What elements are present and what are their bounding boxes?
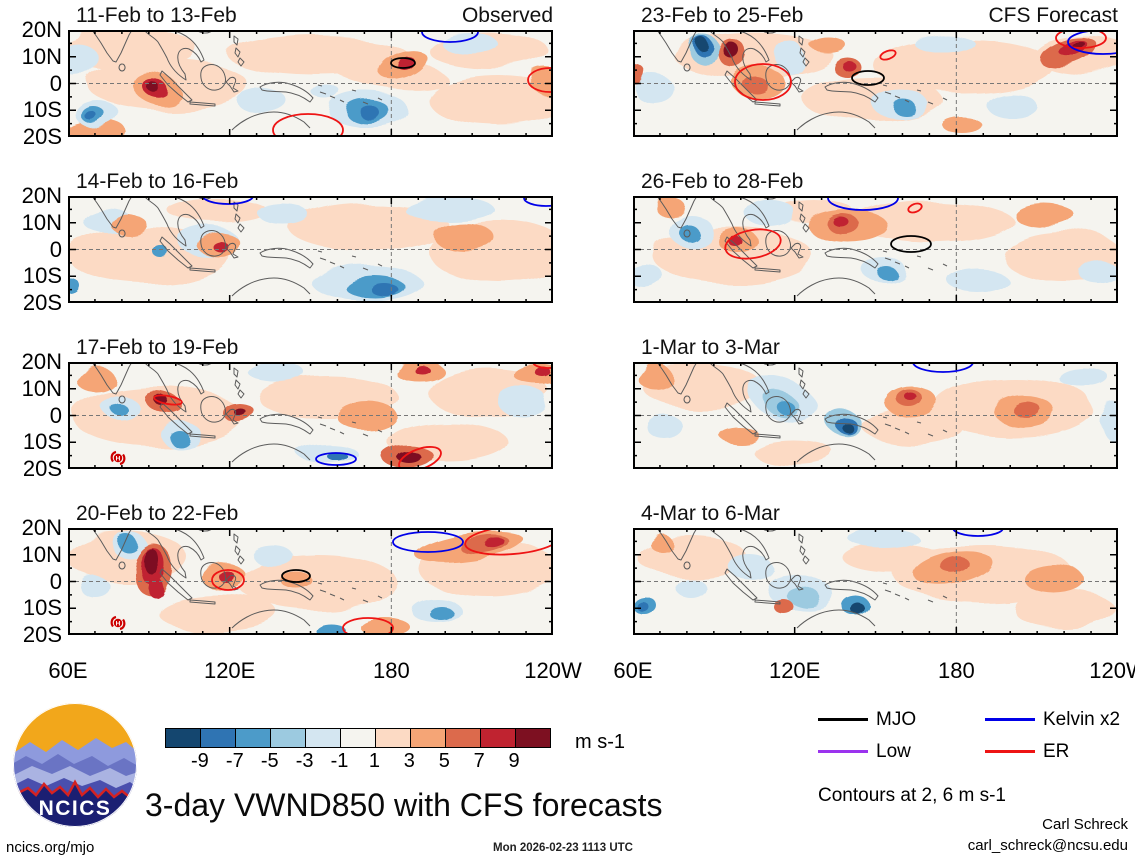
x-axis-label: 180 (372, 658, 410, 683)
y-axis-label: 10S (22, 97, 62, 123)
colorbar-tick: 3 (403, 750, 415, 772)
map-panel: H (68, 528, 553, 635)
colorbar-tick: 7 (473, 750, 485, 772)
panel-title: 26-Feb to 28-Feb (641, 170, 804, 193)
colorbar-segment (376, 729, 411, 747)
y-axis-label: 0 (49, 568, 62, 594)
legend-label: MJO (876, 709, 917, 730)
y-axis-label: 10N (21, 43, 62, 69)
panel-title: 11-Feb to 13-Feb (76, 4, 237, 27)
x-axis-label: 120E (768, 658, 821, 683)
legend-line-kelvin-x2 (985, 718, 1035, 721)
y-axis-label: 0 (49, 236, 62, 262)
y-axis-label: 0 (49, 402, 62, 428)
colorbar-tick: -3 (295, 750, 314, 772)
y-axis-label: 20S (22, 456, 62, 481)
y-axis-label: 20N (21, 515, 62, 540)
map-panel (633, 528, 1118, 635)
map-panel (633, 30, 1118, 137)
map-panel: H (68, 362, 553, 469)
contour-note: Contours at 2, 6 m s-1 (818, 785, 1006, 806)
y-axis-label: 20N (21, 17, 62, 42)
x-axis-label: 120W (1089, 658, 1135, 683)
svg-text:H: H (116, 620, 121, 627)
legend-label: Kelvin x2 (1043, 709, 1121, 730)
colorbar-tick: -1 (330, 750, 349, 772)
panel-title: 17-Feb to 19-Feb (76, 336, 239, 359)
column-header: Observed (461, 4, 553, 27)
colorbar-segment (306, 729, 341, 747)
colorbar-tick: 9 (508, 750, 520, 772)
map-panel (633, 362, 1118, 469)
y-axis-label: 10S (22, 429, 62, 455)
panel-title: 14-Feb to 16-Feb (76, 170, 239, 193)
colorbar-segment (236, 729, 271, 747)
map-panel (633, 196, 1118, 303)
colorbar-tick: 1 (368, 750, 381, 772)
y-axis-label: 20N (21, 183, 62, 208)
legend-line-low (818, 750, 868, 753)
legend-label: ER (1043, 741, 1070, 762)
y-axis-label: 20N (21, 349, 62, 374)
colorbar-segment (341, 729, 376, 747)
colorbar-segment (481, 729, 516, 747)
map-panel (68, 196, 553, 303)
x-axis-label: 180 (937, 658, 975, 683)
colorbar (165, 728, 551, 748)
colorbar-tick: -7 (225, 750, 244, 772)
panel-title: 23-Feb to 25-Feb (641, 4, 804, 27)
colorbar-tick: -5 (260, 750, 279, 772)
legend-line-mjo (818, 718, 868, 721)
y-axis-label: 10S (22, 595, 62, 621)
colorbar-segment (166, 729, 201, 747)
colorbar-tick: -9 (191, 750, 209, 772)
x-axis-label: 60E (613, 658, 653, 683)
x-axis-label: 60E (48, 658, 88, 683)
y-axis-label: 0 (49, 70, 62, 96)
colorbar-segment (516, 729, 550, 747)
colorbar-segment (271, 729, 306, 747)
ncics-logo: NCICS (13, 703, 137, 827)
map-panel (68, 30, 553, 137)
colorbar-segment (411, 729, 446, 747)
panel-title: 1-Mar to 3-Mar (641, 336, 780, 359)
logo-ridge-line (13, 779, 137, 801)
y-axis-label: 20S (22, 124, 62, 149)
colorbar-segment (446, 729, 481, 747)
y-axis-label: 10N (21, 541, 62, 567)
figure-title: 3-day VWND850 with CFS forecasts (145, 787, 663, 823)
footer-timestamp: Mon 2026-02-23 1113 UTC (493, 842, 633, 854)
colorbar-tick: 5 (438, 750, 450, 772)
credit-name: Carl Schreck (1042, 816, 1128, 833)
logo-text: NCICS (39, 797, 112, 820)
x-axis-label: 120W (524, 658, 582, 683)
y-axis-label: 10N (21, 209, 62, 235)
footer-url: ncics.org/mjo (6, 839, 95, 856)
y-axis-label: 20S (22, 290, 62, 315)
y-axis-label: 10N (21, 375, 62, 401)
colorbar-segment (201, 729, 236, 747)
credit-email: carl_schreck@ncsu.edu (967, 837, 1128, 854)
legend-label: Low (876, 741, 911, 762)
x-axis-label: 120E (203, 658, 256, 683)
panel-title: 4-Mar to 6-Mar (641, 502, 780, 525)
column-header: CFS Forecast (988, 4, 1118, 27)
panel-title: 20-Feb to 22-Feb (76, 502, 239, 525)
svg-text:H: H (116, 455, 121, 462)
colorbar-unit: m s-1 (575, 731, 625, 753)
y-axis-label: 20S (22, 622, 62, 647)
legend-line-er (985, 750, 1035, 753)
y-axis-label: 10S (22, 263, 62, 289)
